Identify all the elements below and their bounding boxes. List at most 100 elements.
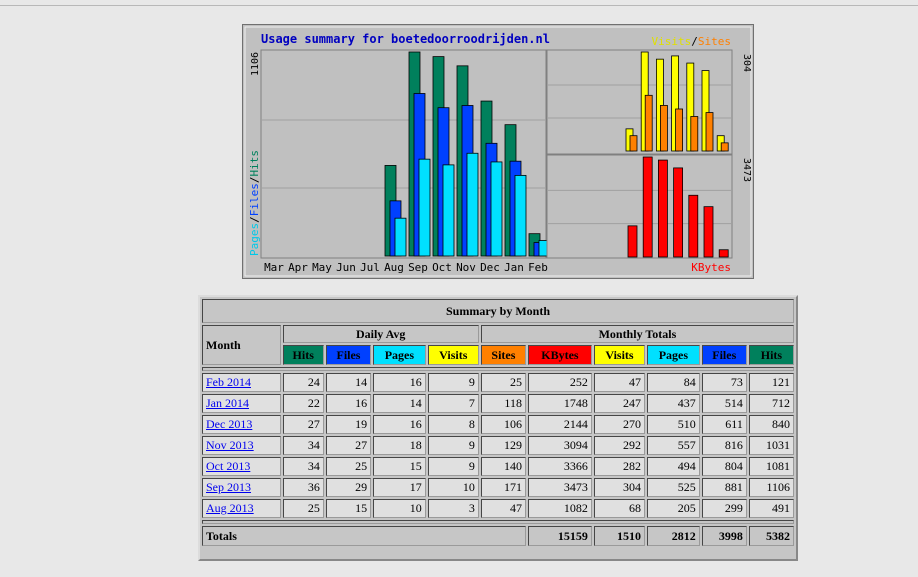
table-row: Nov 2013 34 27 18 9 129 3094 292 557 816 1031 [202, 436, 794, 455]
totals-row: Totals 15159 1510 2812 3998 5382 [202, 526, 794, 546]
month-link[interactable]: Dec 2013 [206, 417, 253, 431]
monthly-totals-header: Monthly Totals [480, 325, 794, 343]
cell-d-hits: 36 [282, 478, 324, 497]
bar-visits-dec [686, 62, 695, 152]
summary-table-frame: Summary by Month Month Daily Avg Monthly… [198, 295, 798, 561]
cell-visits: 304 [593, 478, 646, 497]
bar-pages-oct [442, 164, 455, 257]
cell-files: 514 [701, 394, 747, 413]
cell-hits: 712 [748, 394, 794, 413]
table-row: Oct 2013 34 25 15 9 140 3366 282 494 804 1081 [202, 457, 794, 476]
bar-visits-nov [671, 55, 680, 152]
ylabel-pages: Pages [248, 223, 261, 256]
cell-visits: 47 [593, 373, 646, 392]
col-sites: Sites [480, 345, 526, 365]
bar-sites-sep [644, 94, 653, 152]
x-label-oct: Oct [432, 261, 452, 274]
month-cell: Aug 2013 [202, 499, 281, 518]
totals-visits: 1510 [593, 526, 646, 546]
cell-d-hits: 34 [282, 436, 324, 455]
x-label-apr: Apr [288, 261, 308, 274]
cell-files: 299 [701, 499, 747, 518]
x-label-aug: Aug [384, 261, 404, 274]
cell-d-files: 19 [325, 415, 372, 434]
table-title: Summary by Month [202, 299, 794, 323]
cell-d-hits: 22 [282, 394, 324, 413]
bar-pages-nov [466, 152, 479, 257]
x-label-nov: Nov [456, 261, 476, 274]
legend-visits: Visits [652, 35, 692, 48]
cell-pages: 510 [647, 415, 700, 434]
month-cell: Dec 2013 [202, 415, 281, 434]
bar-sites-feb [720, 142, 729, 152]
cell-d-visits: 7 [427, 394, 479, 413]
daily-avg-header: Daily Avg [282, 325, 479, 343]
cell-sites: 47 [480, 499, 526, 518]
cell-files: 804 [701, 457, 747, 476]
table-row: Dec 2013 27 19 16 8 106 2144 270 510 611 840 [202, 415, 794, 434]
month-cell: Sep 2013 [202, 478, 281, 497]
col-daily-hits: Hits [282, 345, 324, 365]
cell-files: 611 [701, 415, 747, 434]
cell-d-files: 25 [325, 457, 372, 476]
cell-kbytes: 1748 [527, 394, 592, 413]
col-daily-visits: Visits [427, 345, 479, 365]
cell-d-files: 29 [325, 478, 372, 497]
totals-label: Totals [202, 526, 526, 546]
month-link[interactable]: Jan 2014 [206, 396, 249, 410]
cell-d-visits: 3 [427, 499, 479, 518]
cell-files: 881 [701, 478, 747, 497]
month-link[interactable]: Feb 2014 [206, 375, 251, 389]
right-bottom-legend: KBytes [691, 261, 731, 274]
cell-d-pages: 14 [373, 394, 426, 413]
table-row: Sep 2013 36 29 17 10 171 3473 304 525 881 1106 [202, 478, 794, 497]
cell-kbytes: 3473 [527, 478, 592, 497]
right-top-ymax-label: 304 [741, 54, 752, 72]
cell-kbytes: 3366 [527, 457, 592, 476]
col-daily-files: Files [325, 345, 372, 365]
cell-d-hits: 27 [282, 415, 324, 434]
cell-d-files: 15 [325, 499, 372, 518]
col-files: Files [701, 345, 747, 365]
month-link[interactable]: Sep 2013 [206, 480, 251, 494]
cell-d-pages: 16 [373, 373, 426, 392]
ylabel-sep1: / [248, 216, 261, 223]
bar-sites-nov [675, 108, 684, 152]
cell-d-visits: 9 [427, 373, 479, 392]
cell-d-visits: 8 [427, 415, 479, 434]
cell-d-pages: 10 [373, 499, 426, 518]
cell-d-pages: 16 [373, 415, 426, 434]
bar-pages-aug [394, 217, 407, 257]
table-row: Feb 2014 24 14 16 9 25 252 47 84 73 121 [202, 373, 794, 392]
month-link[interactable]: Oct 2013 [206, 459, 251, 473]
month-link[interactable]: Nov 2013 [206, 438, 254, 452]
ylabel-hits: Hits [248, 150, 261, 177]
month-cell: Jan 2014 [202, 394, 281, 413]
left-ylabel: Pages/Files/Hits [248, 150, 261, 256]
cell-pages: 525 [647, 478, 700, 497]
bar-kbytes-sep [642, 156, 653, 258]
cell-visits: 282 [593, 457, 646, 476]
table-separator [202, 520, 794, 524]
ylabel-files: Files [248, 183, 261, 216]
cell-hits: 1031 [748, 436, 794, 455]
cell-pages: 205 [647, 499, 700, 518]
left-ymax-label: 1106 [250, 52, 261, 76]
bar-kbytes-aug [627, 225, 638, 258]
x-label-may: May [312, 261, 332, 274]
bar-visits-jan [701, 70, 710, 152]
cell-hits: 1081 [748, 457, 794, 476]
bar-sites-jan [705, 112, 714, 152]
cell-d-hits: 34 [282, 457, 324, 476]
cell-pages: 84 [647, 373, 700, 392]
bar-kbytes-jan [703, 206, 714, 258]
right-bottom-panel [546, 154, 733, 259]
col-visits: Visits [593, 345, 646, 365]
cell-files: 816 [701, 436, 747, 455]
cell-kbytes: 252 [527, 373, 592, 392]
col-daily-pages: Pages [373, 345, 426, 365]
month-link[interactable]: Aug 2013 [206, 501, 254, 515]
totals-files: 3998 [701, 526, 747, 546]
cell-d-files: 27 [325, 436, 372, 455]
x-label-jul: Jul [360, 261, 380, 274]
